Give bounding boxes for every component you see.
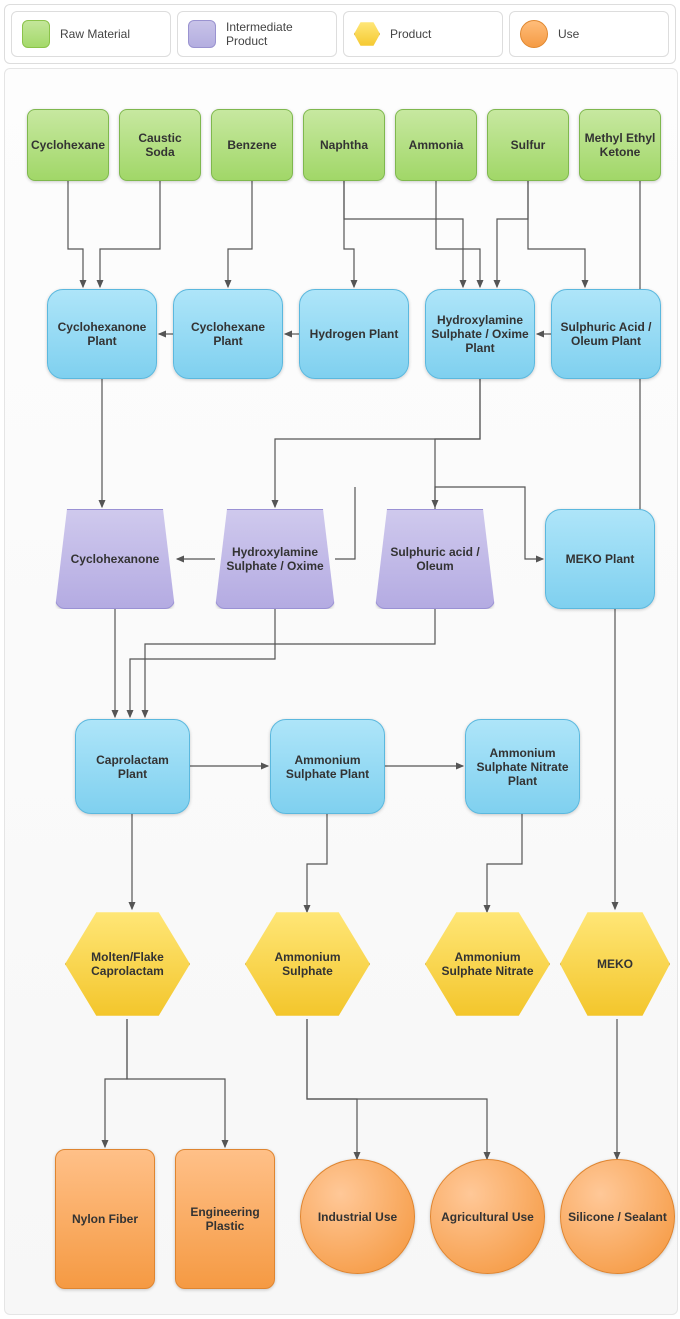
legend-label: Intermediate Product xyxy=(226,20,326,48)
edge xyxy=(275,379,480,507)
node-meko-plant: MEKO Plant xyxy=(545,509,655,609)
edge xyxy=(307,814,327,912)
edge xyxy=(344,181,463,287)
node-asn: Ammonium Sulphate Nitrate xyxy=(425,909,550,1019)
legend-label: Raw Material xyxy=(60,27,130,41)
node-sulphuric-plant: Sulphuric Acid / Oleum Plant xyxy=(551,289,661,379)
legend-swatch xyxy=(188,20,216,48)
edge xyxy=(435,379,480,507)
edge xyxy=(344,181,354,287)
node-eng-plastic: Engineering Plastic xyxy=(175,1149,275,1289)
edge xyxy=(528,181,585,287)
node-nylon: Nylon Fiber xyxy=(55,1149,155,1289)
node-industrial: Industrial Use xyxy=(300,1159,415,1274)
legend-item: Use xyxy=(509,11,669,57)
flowchart-canvas: CyclohexaneCaustic SodaBenzeneNaphthaAmm… xyxy=(4,68,678,1315)
node-cyclohexane: Cyclohexane xyxy=(27,109,109,181)
node-caprolactam-plant: Caprolactam Plant xyxy=(75,719,190,814)
edge xyxy=(145,609,435,717)
edge xyxy=(307,1019,357,1159)
node-cyclohexane-plant: Cyclohexane Plant xyxy=(173,289,283,379)
node-has-oxime: Hydroxylamine Sulphate / Oxime xyxy=(215,509,335,609)
legend-item: Raw Material xyxy=(11,11,171,57)
node-ammonia: Ammonia xyxy=(395,109,477,181)
legend-swatch xyxy=(520,20,548,48)
edges-layer xyxy=(5,69,677,1314)
legend-swatch xyxy=(354,21,380,47)
edge xyxy=(228,181,252,287)
edge xyxy=(436,181,480,287)
legend-item: Product xyxy=(343,11,503,57)
node-molten: Molten/Flake Caprolactam xyxy=(65,909,190,1019)
node-benzene: Benzene xyxy=(211,109,293,181)
edge xyxy=(487,814,522,912)
legend-item: Intermediate Product xyxy=(177,11,337,57)
edge xyxy=(127,1019,225,1147)
edge xyxy=(100,181,160,287)
edge xyxy=(68,181,83,287)
legend-label: Product xyxy=(390,27,431,41)
node-sulphuric-oleum: Sulphuric acid / Oleum xyxy=(375,509,495,609)
edge xyxy=(497,181,528,287)
edge xyxy=(307,1019,487,1159)
node-meko: MEKO xyxy=(560,909,670,1019)
node-cyclohexanone-plant: Cyclohexanone Plant xyxy=(47,289,157,379)
node-ams: Ammonium Sulphate xyxy=(245,909,370,1019)
legend-label: Use xyxy=(558,27,579,41)
edge xyxy=(105,1019,127,1147)
node-silicone: Silicone / Sealant xyxy=(560,1159,675,1274)
node-asn-plant: Ammonium Sulphate Nitrate Plant xyxy=(465,719,580,814)
node-mek: Methyl Ethyl Ketone xyxy=(579,109,661,181)
edge xyxy=(335,487,355,559)
node-ams-plant: Ammonium Sulphate Plant xyxy=(270,719,385,814)
node-caustic: Caustic Soda xyxy=(119,109,201,181)
node-agri: Agricultural Use xyxy=(430,1159,545,1274)
node-sulfur: Sulfur xyxy=(487,109,569,181)
node-naphtha: Naphtha xyxy=(303,109,385,181)
legend: Raw Material Intermediate Product Product U… xyxy=(4,4,676,64)
legend-swatch xyxy=(22,20,50,48)
node-cyclohexanone: Cyclohexanone xyxy=(55,509,175,609)
edge xyxy=(130,609,275,717)
node-hydrogen-plant: Hydrogen Plant xyxy=(299,289,409,379)
node-has-oxime-plant: Hydroxylamine Sulphate / Oxime Plant xyxy=(425,289,535,379)
